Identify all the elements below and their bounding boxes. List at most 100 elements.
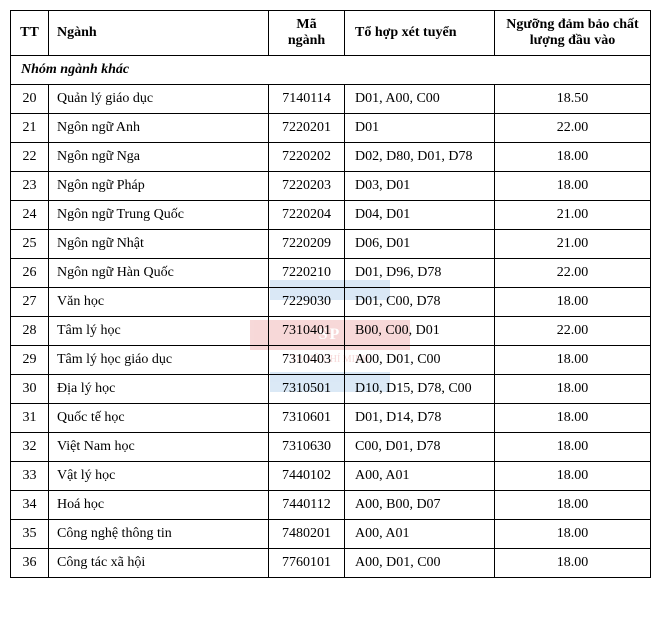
cell-tt: 23 <box>11 172 49 201</box>
cell-tohop: D03, D01 <box>345 172 495 201</box>
cell-tohop: A00, A01 <box>345 520 495 549</box>
table-row: 23Ngôn ngữ Pháp7220203D03, D0118.00 <box>11 172 651 201</box>
cell-nganh: Ngôn ngữ Nga <box>49 143 269 172</box>
table-row: 30Địa lý học7310501D10, D15, D78, C0018.… <box>11 375 651 404</box>
cell-tt: 35 <box>11 520 49 549</box>
cell-tt: 30 <box>11 375 49 404</box>
cell-tohop: C00, D01, D78 <box>345 433 495 462</box>
cell-ma: 7310401 <box>269 317 345 346</box>
cell-ma: 7310630 <box>269 433 345 462</box>
cell-ma: 7220201 <box>269 114 345 143</box>
table-row: 33Vật lý học7440102A00, A0118.00 <box>11 462 651 491</box>
cell-tt: 28 <box>11 317 49 346</box>
cell-tohop: D10, D15, D78, C00 <box>345 375 495 404</box>
col-header-nguong: Ngưỡng đảm bảo chất lượng đầu vào <box>495 11 651 56</box>
table-row: 32Việt Nam học7310630C00, D01, D7818.00 <box>11 433 651 462</box>
cell-nguong: 18.50 <box>495 85 651 114</box>
cell-nganh: Ngôn ngữ Hàn Quốc <box>49 259 269 288</box>
cell-tt: 22 <box>11 143 49 172</box>
table-row: 34Hoá học7440112A00, B00, D0718.00 <box>11 491 651 520</box>
table-row: 22Ngôn ngữ Nga7220202D02, D80, D01, D781… <box>11 143 651 172</box>
cell-tt: 33 <box>11 462 49 491</box>
cell-ma: 7220209 <box>269 230 345 259</box>
cell-nganh: Công nghệ thông tin <box>49 520 269 549</box>
cell-nguong: 22.00 <box>495 259 651 288</box>
col-header-tt: TT <box>11 11 49 56</box>
cell-tt: 21 <box>11 114 49 143</box>
cell-tt: 24 <box>11 201 49 230</box>
cell-nguong: 21.00 <box>495 230 651 259</box>
cell-tohop: D01 <box>345 114 495 143</box>
cell-nganh: Ngôn ngữ Pháp <box>49 172 269 201</box>
cell-nganh: Ngôn ngữ Trung Quốc <box>49 201 269 230</box>
cell-nguong: 18.00 <box>495 549 651 578</box>
cell-nganh: Công tác xã hội <box>49 549 269 578</box>
cell-ma: 7480201 <box>269 520 345 549</box>
cell-tohop: D06, D01 <box>345 230 495 259</box>
table-row: 21Ngôn ngữ Anh7220201D0122.00 <box>11 114 651 143</box>
cell-tohop: A00, D01, C00 <box>345 549 495 578</box>
table-row: 31Quốc tế học7310601D01, D14, D7818.00 <box>11 404 651 433</box>
header-row: TT Ngành Mã ngành Tổ hợp xét tuyển Ngưỡn… <box>11 11 651 56</box>
col-header-tohop: Tổ hợp xét tuyển <box>345 11 495 56</box>
table-row: 28Tâm lý học7310401B00, C00, D0122.00 <box>11 317 651 346</box>
cell-tohop: D02, D80, D01, D78 <box>345 143 495 172</box>
cell-tohop: A00, B00, D07 <box>345 491 495 520</box>
cell-nguong: 18.00 <box>495 404 651 433</box>
cell-tohop: A00, A01 <box>345 462 495 491</box>
cell-nguong: 18.00 <box>495 143 651 172</box>
cell-tohop: D04, D01 <box>345 201 495 230</box>
cell-nganh: Văn học <box>49 288 269 317</box>
cell-tt: 36 <box>11 549 49 578</box>
cell-tohop: D01, A00, C00 <box>345 85 495 114</box>
cell-nguong: 18.00 <box>495 375 651 404</box>
cell-nganh: Vật lý học <box>49 462 269 491</box>
cell-nguong: 18.00 <box>495 491 651 520</box>
table-row: 24Ngôn ngữ Trung Quốc7220204D04, D0121.0… <box>11 201 651 230</box>
cell-tohop: A00, D01, C00 <box>345 346 495 375</box>
cell-tohop: B00, C00, D01 <box>345 317 495 346</box>
cell-ma: 7229030 <box>269 288 345 317</box>
cell-nguong: 18.00 <box>495 172 651 201</box>
table-row: 25Ngôn ngữ Nhật7220209D06, D0121.00 <box>11 230 651 259</box>
table-row: 35Công nghệ thông tin7480201A00, A0118.0… <box>11 520 651 549</box>
cell-nganh: Ngôn ngữ Nhật <box>49 230 269 259</box>
cell-nganh: Ngôn ngữ Anh <box>49 114 269 143</box>
cell-tohop: D01, D96, D78 <box>345 259 495 288</box>
cell-nganh: Tâm lý học giáo dục <box>49 346 269 375</box>
cell-ma: 7220204 <box>269 201 345 230</box>
cell-ma: 7440112 <box>269 491 345 520</box>
cell-tt: 29 <box>11 346 49 375</box>
cell-nganh: Quản lý giáo dục <box>49 85 269 114</box>
cell-nguong: 18.00 <box>495 346 651 375</box>
cell-nganh: Hoá học <box>49 491 269 520</box>
group-label: Nhóm ngành khác <box>11 56 651 85</box>
cell-nguong: 22.00 <box>495 317 651 346</box>
table-row: 36Công tác xã hội7760101A00, D01, C0018.… <box>11 549 651 578</box>
cell-nguong: 18.00 <box>495 288 651 317</box>
table-row: 29Tâm lý học giáo dục7310403A00, D01, C0… <box>11 346 651 375</box>
cell-tt: 27 <box>11 288 49 317</box>
cell-ma: 7220203 <box>269 172 345 201</box>
cell-nganh: Tâm lý học <box>49 317 269 346</box>
admission-table: TT Ngành Mã ngành Tổ hợp xét tuyển Ngưỡn… <box>10 10 651 578</box>
cell-ma: 7310501 <box>269 375 345 404</box>
cell-ma: 7220210 <box>269 259 345 288</box>
group-row: Nhóm ngành khác <box>11 56 651 85</box>
table-row: 27Văn học7229030D01, C00, D7818.00 <box>11 288 651 317</box>
cell-tt: 34 <box>11 491 49 520</box>
cell-tt: 25 <box>11 230 49 259</box>
table-row: 20Quản lý giáo dục7140114D01, A00, C0018… <box>11 85 651 114</box>
cell-tohop: D01, D14, D78 <box>345 404 495 433</box>
cell-nganh: Địa lý học <box>49 375 269 404</box>
cell-ma: 7220202 <box>269 143 345 172</box>
cell-nguong: 22.00 <box>495 114 651 143</box>
cell-tt: 20 <box>11 85 49 114</box>
cell-tt: 31 <box>11 404 49 433</box>
cell-tt: 26 <box>11 259 49 288</box>
cell-ma: 7760101 <box>269 549 345 578</box>
cell-nganh: Quốc tế học <box>49 404 269 433</box>
cell-ma: 7310601 <box>269 404 345 433</box>
cell-tohop: D01, C00, D78 <box>345 288 495 317</box>
cell-nguong: 18.00 <box>495 520 651 549</box>
